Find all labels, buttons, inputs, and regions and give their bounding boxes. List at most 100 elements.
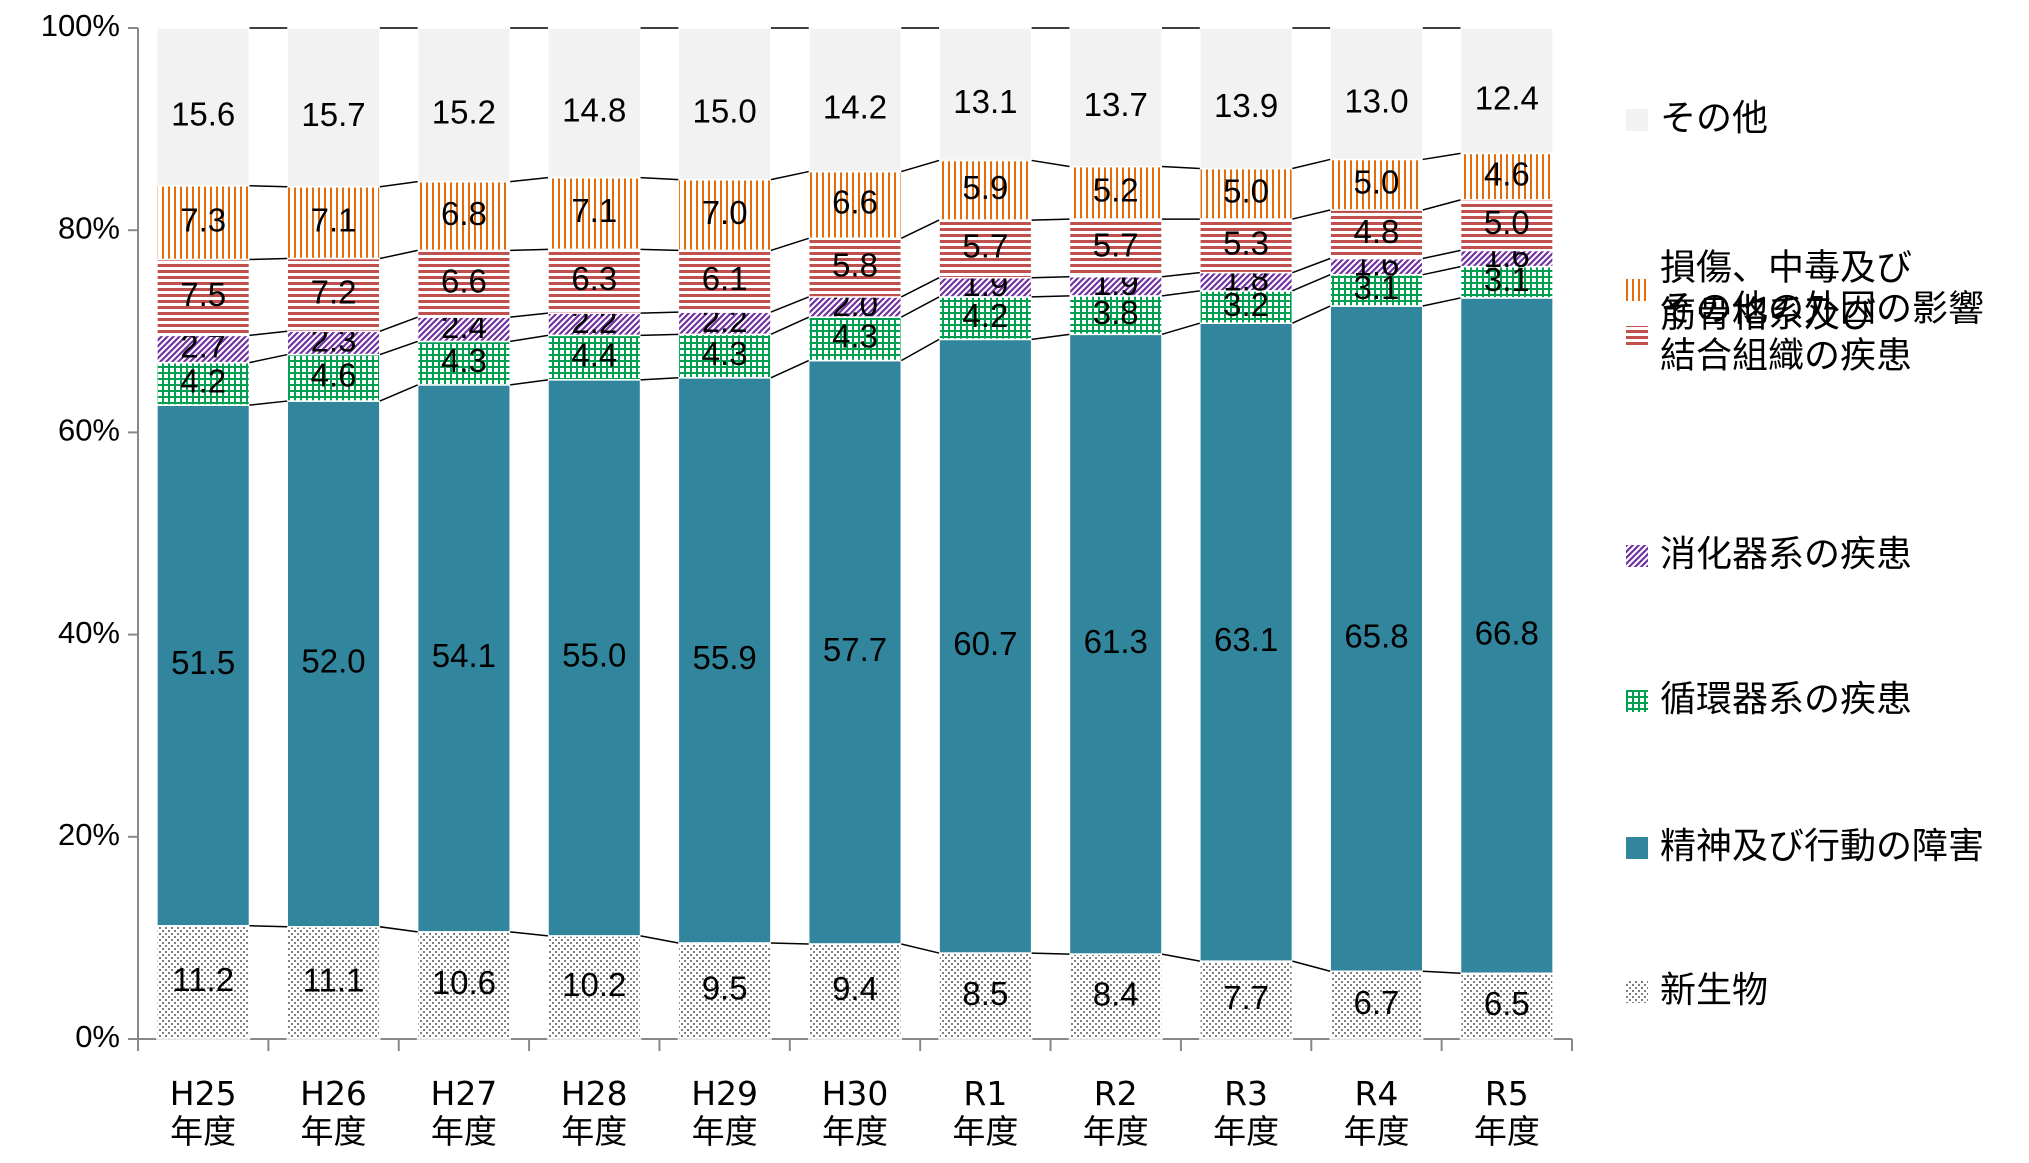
value-label: 60.7 <box>953 625 1017 662</box>
series-line <box>1031 952 1070 955</box>
value-label: 3.2 <box>1223 286 1269 323</box>
bar-segment <box>286 400 381 928</box>
value-label: 11.2 <box>172 961 234 998</box>
series-line <box>1422 265 1461 276</box>
series-line <box>249 353 288 364</box>
bar-segment <box>156 925 251 1040</box>
legend-label: 損傷、中毒及びその他の外因の影響 <box>1660 247 1984 329</box>
x-tick-label: H26 年度 <box>300 1074 367 1151</box>
bar-segment <box>807 237 903 298</box>
bar-segment <box>1068 295 1163 336</box>
value-label: 15.7 <box>301 96 365 133</box>
value-label: 4.2 <box>962 297 1008 334</box>
bar-segment <box>1329 209 1424 260</box>
series-line <box>900 296 940 318</box>
series-line <box>770 942 809 945</box>
bar-segment <box>286 27 381 188</box>
series-line <box>1292 273 1331 292</box>
series-line <box>379 384 418 402</box>
series-line <box>900 338 940 362</box>
x-tick-label: H27 年度 <box>431 1074 498 1151</box>
x-tick-label: H30 年度 <box>822 1074 889 1151</box>
series-line <box>1422 249 1461 260</box>
series-line <box>379 926 418 933</box>
value-label: 8.5 <box>962 975 1008 1012</box>
value-label: 4.4 <box>571 336 617 373</box>
bar-segment <box>1459 297 1554 975</box>
value-label: 5.0 <box>1354 163 1400 200</box>
value-label: 10.6 <box>432 964 496 1001</box>
series-line <box>1031 333 1070 341</box>
series-line <box>1292 960 1331 972</box>
value-label: 14.2 <box>823 88 887 125</box>
series-line <box>640 935 679 944</box>
value-label: 5.2 <box>1093 172 1139 209</box>
bar-segment <box>547 176 642 251</box>
value-label: 4.2 <box>180 363 226 400</box>
bar-segment <box>156 361 251 406</box>
legend-swatch <box>1626 109 1648 131</box>
bar-segment <box>547 27 642 179</box>
value-label: 3.8 <box>1093 294 1139 331</box>
series-line <box>249 330 288 337</box>
bar-segment <box>416 180 511 252</box>
series-line <box>901 943 940 954</box>
bar-segment <box>1068 27 1163 168</box>
bar-segment <box>547 379 642 937</box>
value-label: 63.1 <box>1214 621 1278 658</box>
bar-segment <box>1199 960 1294 1040</box>
bar-segment <box>416 340 511 386</box>
bar-segment <box>416 931 511 1040</box>
value-label: 10.2 <box>562 966 626 1003</box>
series-line <box>1292 158 1331 170</box>
series-line <box>770 237 809 252</box>
legend-swatch <box>1626 981 1648 1003</box>
value-label: 12.4 <box>1475 79 1539 116</box>
x-tick-label: R2 年度 <box>1083 1074 1149 1151</box>
value-label: 4.6 <box>311 357 357 394</box>
x-tick-label: R1 年度 <box>952 1074 1018 1151</box>
legend-label: その他 <box>1660 98 1768 139</box>
bar-segment <box>156 184 251 261</box>
bar-segment <box>807 27 903 173</box>
series-line <box>1161 953 1200 962</box>
series-line <box>770 359 810 379</box>
value-label: 5.7 <box>1093 227 1139 264</box>
bar-segment <box>1459 199 1554 252</box>
series-line <box>1161 290 1200 297</box>
value-label: 5.8 <box>832 246 878 283</box>
value-label: 13.0 <box>1344 82 1408 119</box>
value-label: 13.9 <box>1214 87 1278 124</box>
value-label: 7.2 <box>311 274 357 311</box>
value-label: 57.7 <box>823 631 887 668</box>
value-label: 5.0 <box>1223 173 1269 210</box>
series-line <box>510 176 549 183</box>
value-label: 54.1 <box>432 637 496 674</box>
bar-segment <box>1459 152 1554 201</box>
value-label: 7.1 <box>311 201 357 238</box>
series-line <box>640 377 679 381</box>
bar-segment <box>286 185 381 260</box>
series-line <box>640 248 679 252</box>
bar-segment <box>547 248 642 314</box>
value-label: 7.7 <box>1223 979 1269 1016</box>
bar-segment <box>677 249 772 313</box>
x-tick-label: H28 年度 <box>561 1074 628 1151</box>
value-label: 4.3 <box>702 335 748 372</box>
y-tick-label: 60% <box>58 413 120 448</box>
value-label: 4.3 <box>832 318 878 355</box>
series-line <box>510 379 549 386</box>
x-tick-label: H29 年度 <box>691 1074 758 1151</box>
series-line <box>770 316 810 336</box>
bar-segment <box>1329 27 1424 161</box>
bar-segment <box>1068 953 1163 1040</box>
value-label: 61.3 <box>1084 623 1148 660</box>
series-line <box>1422 199 1461 211</box>
bar-segment <box>938 159 1033 221</box>
bar-segment <box>677 27 772 181</box>
series-line <box>640 333 679 337</box>
value-label: 4.8 <box>1354 213 1400 250</box>
series-line <box>379 340 418 356</box>
value-label: 7.3 <box>180 201 226 238</box>
